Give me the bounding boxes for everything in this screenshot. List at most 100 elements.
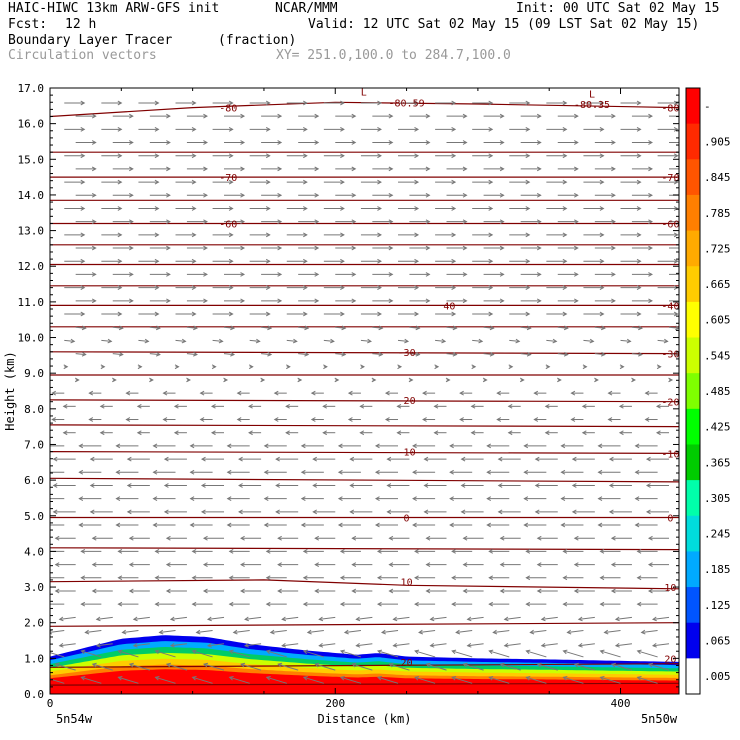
circulation-vector: [240, 663, 262, 671]
circulation-vector-head: [599, 179, 605, 185]
circulation-vector-head: [425, 192, 431, 198]
circulation-vector-head: [574, 219, 579, 225]
circulation-vector-head: [129, 298, 134, 304]
circulation-vector-head: [292, 338, 298, 344]
circulation-vector: [75, 353, 86, 356]
circulation-vector-head: [507, 430, 513, 436]
circulation-vector-head: [634, 496, 640, 502]
circulation-vector-head: [232, 629, 238, 635]
circulation-vector: [652, 643, 670, 647]
circulation-vector-head: [132, 642, 138, 648]
circulation-vector-head: [230, 325, 236, 331]
circulation-vector: [356, 643, 373, 647]
circulation-vector-head: [462, 140, 468, 145]
circulation-vector-head: [422, 390, 427, 396]
tracer-band-red: [50, 669, 679, 694]
title-left: HAIC-HIWC 13km ARW-GFS init: [8, 1, 220, 16]
circulation-vector: [631, 353, 642, 356]
circulation-vector-head: [189, 496, 195, 502]
circulation-vector-head: [228, 179, 234, 185]
circulation-vector: [467, 616, 484, 620]
circulation-vector-head: [415, 325, 421, 331]
colorbar-label: .005: [704, 670, 731, 683]
circulation-vector-head: [412, 496, 417, 502]
circulation-vector-head: [191, 285, 197, 290]
circulation-vector-head: [525, 311, 531, 317]
circulation-vector-head: [228, 601, 234, 607]
circulation-vector-head: [451, 311, 457, 317]
circulation-vector: [59, 643, 76, 647]
circulation-vector-head: [412, 522, 417, 528]
colorbar-segment: [686, 373, 700, 410]
circulation-vector: [192, 650, 213, 658]
circulation-vector-head: [230, 351, 236, 357]
circulation-vector-head: [508, 364, 514, 370]
circulation-vector-head: [203, 113, 208, 119]
xy-range: XY= 251.0,100.0 to 284.7,100.0: [276, 48, 511, 63]
isotherm-line: [50, 547, 679, 551]
circulation-vector-head: [376, 601, 382, 607]
circulation-vector-head: [340, 100, 345, 106]
circulation-vector-head: [536, 272, 542, 277]
circulation-vector-head: [199, 390, 205, 396]
circulation-vector: [504, 643, 521, 647]
circulation-vector-head: [673, 258, 679, 264]
circulation-vector-head: [422, 417, 427, 422]
circulation-vector-head: [51, 417, 57, 422]
circulation-vector-head: [154, 258, 160, 264]
circulation-vector-head: [244, 642, 249, 648]
circulation-vector-head: [226, 522, 232, 528]
circulation-vector-head: [488, 311, 494, 317]
circulation-vector-head: [186, 377, 191, 383]
circulation-vector-head: [496, 390, 502, 396]
circulation-vector-head: [525, 179, 531, 185]
circulation-vector-head: [78, 469, 84, 475]
circulation-vector-head: [91, 272, 97, 277]
circulation-vector-head: [203, 245, 208, 251]
circulation-vector-head: [80, 601, 86, 607]
circulation-vector-head: [597, 443, 603, 449]
circulation-vector-head: [397, 364, 403, 370]
plot-frame: [49, 87, 680, 695]
circulation-vector: [166, 663, 188, 671]
circulation-vector-head: [223, 377, 229, 383]
low-marker: L: [589, 89, 595, 100]
colorbar-segment: [686, 159, 700, 196]
circulation-vector: [50, 652, 65, 658]
circulation-vector-head: [451, 675, 457, 681]
circulation-vector-head: [54, 562, 60, 567]
circulation-vector: [207, 643, 225, 647]
circulation-vector-head: [226, 469, 232, 475]
circulation-vector: [133, 616, 150, 620]
circulation-vector-head: [129, 113, 134, 119]
circulation-vector-head: [451, 285, 457, 290]
circulation-vector-head: [377, 179, 382, 185]
circulation-vector-head: [240, 113, 246, 119]
colorbar-label: .185: [704, 563, 731, 576]
circulation-vector: [138, 339, 149, 342]
circulation-vector-head: [645, 509, 651, 515]
circulation-vector-head: [377, 206, 382, 211]
circulation-vector: [600, 676, 621, 684]
circulation-vector-head: [349, 483, 355, 488]
circulation-vector-head: [536, 588, 542, 594]
circulation-vector-head: [91, 562, 97, 567]
circulation-vector-head: [302, 649, 308, 655]
circulation-vector-head: [200, 483, 206, 488]
circulation-vector-head: [314, 219, 320, 225]
contour-label: -70: [661, 173, 679, 184]
circulation-vector-head: [515, 338, 521, 344]
circulation-vector-head: [608, 456, 614, 462]
contour-label: 10: [664, 583, 676, 594]
circulation-vector-head: [597, 496, 603, 502]
circulation-vector-head: [240, 219, 246, 225]
circulation-vector-head: [169, 642, 175, 648]
circulation-vector-head: [425, 535, 431, 541]
circulation-vector-head: [533, 390, 539, 396]
circulation-vector-head: [673, 179, 679, 185]
circulation-vector-head: [452, 325, 458, 331]
circulation-vector-head: [128, 662, 134, 668]
circulation-vector-head: [449, 469, 454, 475]
colorbar-segment: [686, 88, 700, 125]
circulation-vector-head: [173, 403, 179, 409]
